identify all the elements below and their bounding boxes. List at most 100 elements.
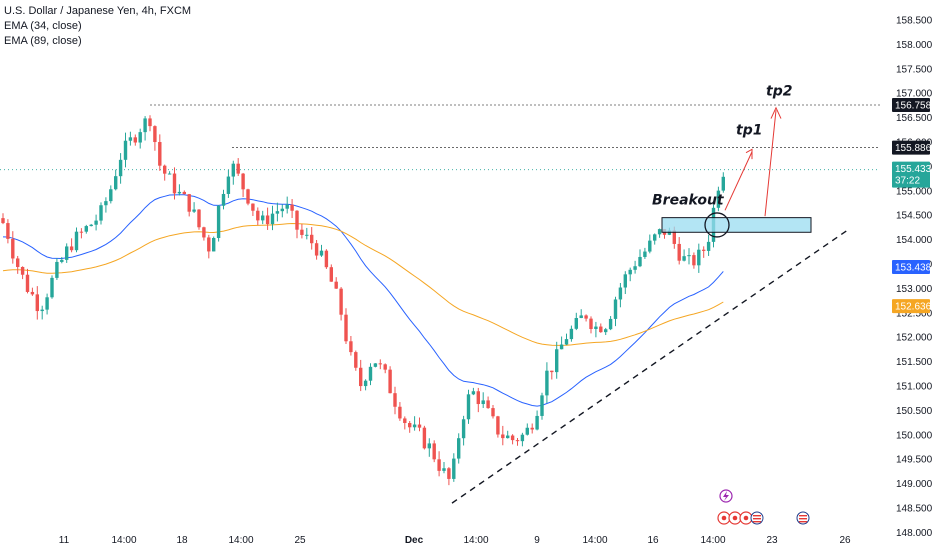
candle-body — [716, 190, 721, 208]
candle-body — [461, 419, 466, 439]
candle-body — [216, 205, 221, 238]
candle-body — [231, 163, 235, 177]
candle-body — [496, 416, 500, 435]
legend-ema-slow[interactable]: EMA (89, close) — [4, 35, 82, 47]
candle-body — [65, 246, 69, 260]
candle-body — [623, 274, 627, 288]
candle-body — [618, 287, 623, 300]
price-tag-countdown: 37:22 — [895, 176, 920, 187]
candle-body — [212, 237, 216, 252]
trend-line — [451, 229, 849, 504]
candle-body — [422, 427, 427, 449]
x-tick-label: 25 — [294, 535, 306, 546]
candle-body — [555, 349, 559, 373]
candle-body — [447, 468, 451, 479]
price-tag-label: 152.636 — [895, 302, 932, 313]
candle-body — [476, 391, 480, 405]
candle-body — [481, 400, 485, 405]
candle-body — [373, 363, 378, 367]
candle-body — [412, 424, 417, 428]
y-tick-label: 157.000 — [896, 89, 932, 100]
candle-body — [417, 424, 422, 428]
candle-body — [256, 210, 260, 221]
x-tick-label: 14:00 — [111, 535, 136, 546]
y-tick-label: 158.000 — [896, 40, 932, 51]
x-tick-label: 14:00 — [700, 535, 725, 546]
x-tick-label: 16 — [647, 535, 659, 546]
candle-body — [442, 468, 446, 471]
candle-body — [432, 443, 436, 460]
legend-ema-fast[interactable]: EMA (34, close) — [4, 20, 82, 32]
candle-body — [128, 137, 133, 141]
legend-symbol[interactable]: U.S. Dollar / Japanese Yen, 4h, FXCM — [4, 5, 192, 17]
event-icon-dot — [732, 515, 738, 521]
candle-body — [138, 132, 142, 143]
candle-body — [40, 309, 44, 312]
annotation-breakout: Breakout — [652, 192, 725, 208]
candle-body — [148, 118, 152, 127]
candle-body — [486, 400, 490, 409]
candle-body — [246, 189, 250, 204]
ema-89-line — [2, 222, 724, 346]
y-tick-label: 154.500 — [896, 211, 932, 222]
candle-body — [319, 250, 324, 256]
y-tick-label: 158.500 — [896, 16, 932, 27]
breakout-zone — [661, 217, 812, 233]
candle-body — [687, 255, 691, 257]
y-tick-label: 154.000 — [896, 235, 932, 246]
candle-body — [594, 326, 598, 330]
candle-body — [153, 126, 157, 143]
flag-stripe — [799, 518, 807, 520]
candle-body — [290, 204, 294, 211]
candle-body — [574, 318, 578, 329]
candle-body — [329, 267, 333, 282]
candle-body — [589, 318, 593, 330]
candle-body — [648, 240, 652, 252]
candle-body — [295, 210, 299, 230]
candle-body — [408, 423, 412, 428]
candle-body — [657, 229, 662, 235]
candle-body — [6, 223, 10, 239]
candle-body — [310, 234, 314, 244]
candle-body — [324, 250, 329, 268]
candle-body — [109, 189, 113, 202]
candle-body — [11, 238, 15, 259]
candle-body — [491, 408, 495, 417]
y-tick-label: 152.000 — [896, 333, 932, 344]
candle-body — [104, 201, 108, 206]
candle-body — [569, 328, 574, 340]
x-tick-label: 14:00 — [463, 535, 488, 546]
candle-body — [172, 173, 177, 194]
chart-legend: U.S. Dollar / Japanese Yen, 4h, FXCM EMA… — [4, 4, 191, 49]
candle-body — [525, 427, 529, 435]
candle-body — [702, 249, 706, 251]
candle-body — [275, 211, 280, 214]
flag-stripe — [799, 515, 807, 517]
candle-body — [167, 173, 172, 175]
event-icon-dot — [743, 515, 749, 521]
candle-body — [672, 230, 676, 244]
candle-body — [359, 367, 363, 387]
candle-body — [383, 364, 387, 370]
candle-body — [550, 370, 554, 373]
candle-body — [564, 339, 569, 345]
candle-body — [388, 369, 392, 394]
y-tick-label: 149.000 — [896, 479, 932, 490]
candle-body — [530, 427, 534, 430]
y-tick-label: 148.000 — [896, 528, 932, 539]
candle-body — [344, 314, 348, 342]
candle-body — [55, 261, 59, 278]
annotation-tp2: tp2 — [766, 84, 792, 100]
candle-body — [604, 329, 608, 333]
candle-body — [579, 315, 583, 319]
candle-body — [682, 256, 686, 261]
price-tag-label: 156.758 — [895, 101, 932, 112]
y-tick-label: 150.500 — [896, 406, 932, 417]
candle-body — [261, 215, 265, 221]
price-tag-label: 155.433 — [895, 164, 932, 175]
candle-body — [89, 224, 93, 227]
tp2-arrow — [764, 110, 777, 217]
candle-body — [45, 297, 49, 310]
candle-body — [599, 326, 603, 333]
